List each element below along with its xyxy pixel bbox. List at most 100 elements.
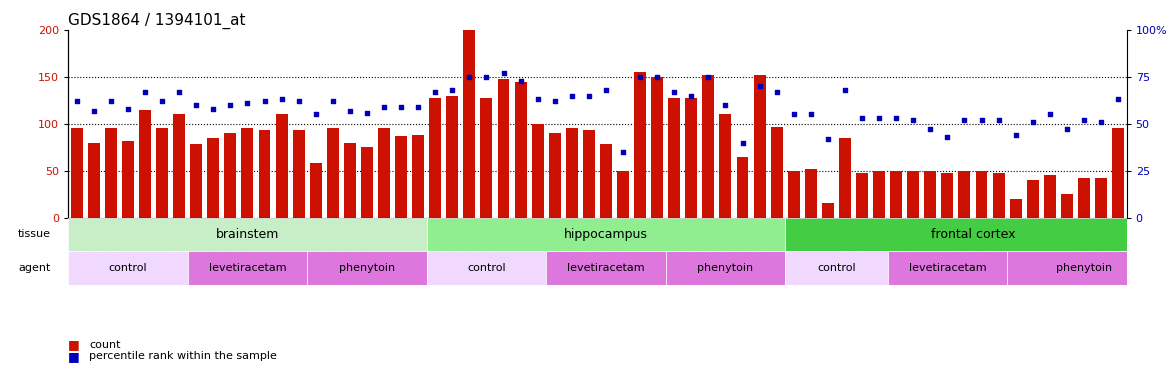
Bar [481, 98, 493, 218]
Point [580, 93, 599, 99]
Bar [429, 98, 441, 218]
Point [818, 136, 837, 142]
Point [887, 115, 906, 121]
Point [733, 140, 751, 146]
Text: ■: ■ [68, 350, 80, 363]
Point [853, 115, 871, 121]
Bar [1095, 178, 1107, 218]
Point [187, 102, 206, 108]
Point [562, 93, 581, 99]
Point [835, 87, 854, 93]
Bar [804, 169, 817, 217]
Bar [463, 30, 475, 217]
Point [648, 74, 667, 80]
Point [169, 89, 188, 95]
Bar [549, 133, 561, 218]
Bar [634, 72, 646, 217]
Bar [532, 124, 543, 218]
Text: phenytoin: phenytoin [1056, 263, 1112, 273]
Point [870, 115, 889, 121]
Bar [702, 75, 714, 217]
Text: brainstem: brainstem [215, 228, 279, 241]
Point [989, 117, 1008, 123]
Point [67, 98, 86, 104]
Point [1007, 132, 1025, 138]
Point [203, 106, 222, 112]
Point [1041, 111, 1060, 117]
Bar [666, 251, 786, 285]
Point [289, 98, 308, 104]
Bar [427, 251, 546, 285]
Text: control: control [817, 263, 856, 273]
Bar [770, 127, 782, 218]
Text: tissue: tissue [18, 230, 51, 239]
Text: control: control [467, 263, 506, 273]
Point [784, 111, 803, 117]
Bar [447, 96, 459, 218]
Bar [139, 110, 151, 218]
Bar [361, 147, 373, 218]
Bar [225, 133, 236, 218]
Bar [343, 142, 356, 218]
Point [1109, 96, 1128, 102]
Point [904, 117, 923, 123]
Bar [958, 171, 970, 217]
Text: hippocampus: hippocampus [564, 228, 648, 241]
Point [716, 102, 735, 108]
Bar [566, 128, 577, 217]
Point [85, 108, 103, 114]
Bar [1010, 199, 1022, 217]
Point [614, 149, 633, 155]
Bar [293, 130, 305, 218]
Bar [122, 141, 134, 218]
Point [426, 89, 445, 95]
Bar [191, 144, 202, 218]
Bar [207, 138, 219, 218]
Bar [993, 172, 1004, 217]
Bar [890, 171, 902, 217]
Point [358, 110, 376, 116]
Bar [427, 217, 786, 251]
Point [238, 100, 256, 106]
Bar [1061, 194, 1073, 217]
Point [341, 108, 360, 114]
Point [255, 98, 274, 104]
Point [375, 104, 394, 110]
Bar [395, 136, 407, 218]
Bar [652, 77, 663, 218]
Point [699, 74, 717, 80]
Bar [156, 128, 168, 217]
Bar [754, 75, 766, 217]
Bar [822, 203, 834, 217]
Point [221, 102, 240, 108]
Bar [515, 82, 527, 218]
Bar [275, 114, 288, 218]
Bar [105, 128, 116, 217]
Text: phenytoin: phenytoin [697, 263, 754, 273]
Bar [788, 171, 800, 217]
Bar [873, 171, 886, 217]
Point [664, 89, 683, 95]
Point [921, 126, 940, 132]
Bar [736, 157, 748, 218]
Point [512, 78, 530, 84]
Point [528, 96, 547, 102]
Text: frontal cortex: frontal cortex [930, 228, 1015, 241]
Bar [259, 130, 270, 218]
Point [630, 74, 649, 80]
Bar [976, 171, 988, 217]
Text: levetiracetam: levetiracetam [909, 263, 987, 273]
Bar [1112, 128, 1124, 217]
Point [1091, 119, 1110, 125]
Bar [546, 251, 666, 285]
Point [477, 74, 496, 80]
Bar [88, 142, 100, 218]
Text: phenytoin: phenytoin [339, 263, 395, 273]
Point [153, 98, 172, 104]
Bar [686, 98, 697, 218]
Bar [307, 251, 427, 285]
Bar [1044, 176, 1056, 217]
Bar [68, 217, 427, 251]
Text: ■: ■ [68, 339, 80, 351]
Text: levetiracetam: levetiracetam [567, 263, 644, 273]
